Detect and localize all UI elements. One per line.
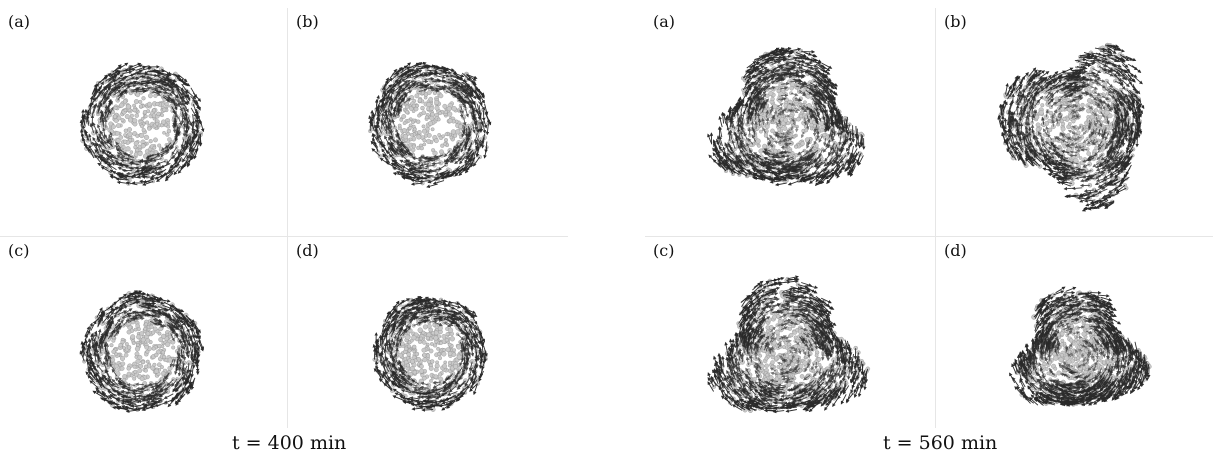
panel-label: (c) [8, 241, 29, 260]
panel-label: (a) [653, 12, 675, 31]
panel-b: (b) [936, 8, 1213, 236]
panel-b: (b) [288, 8, 572, 236]
panel-label: (c) [653, 241, 674, 260]
particle-cluster [0, 8, 284, 236]
figure-t560: (a) (b) (c) (d) t = 560 min [645, 0, 1213, 459]
particle-cluster [936, 237, 1213, 465]
panel-a: (a) [645, 8, 929, 236]
panel-label: (a) [8, 12, 30, 31]
particle-cluster [0, 237, 284, 465]
panel-label: (d) [296, 241, 319, 260]
particle-cluster [288, 8, 572, 236]
panel-c: (c) [0, 237, 284, 465]
particle-cluster [645, 8, 929, 236]
particle-cluster [288, 237, 572, 465]
panel-label: (b) [296, 12, 319, 31]
particle-cluster [645, 237, 929, 465]
panel-label: (d) [944, 241, 967, 260]
panel-d: (d) [288, 237, 572, 465]
time-caption: t = 560 min [883, 432, 997, 454]
panel-c: (c) [645, 237, 929, 465]
time-caption: t = 400 min [232, 432, 346, 454]
panel-label: (b) [944, 12, 967, 31]
figure-t400: (a) (b) (c) (d) t = 400 min [0, 0, 568, 459]
panel-a: (a) [0, 8, 284, 236]
panel-d: (d) [936, 237, 1213, 465]
particle-cluster [936, 8, 1213, 236]
